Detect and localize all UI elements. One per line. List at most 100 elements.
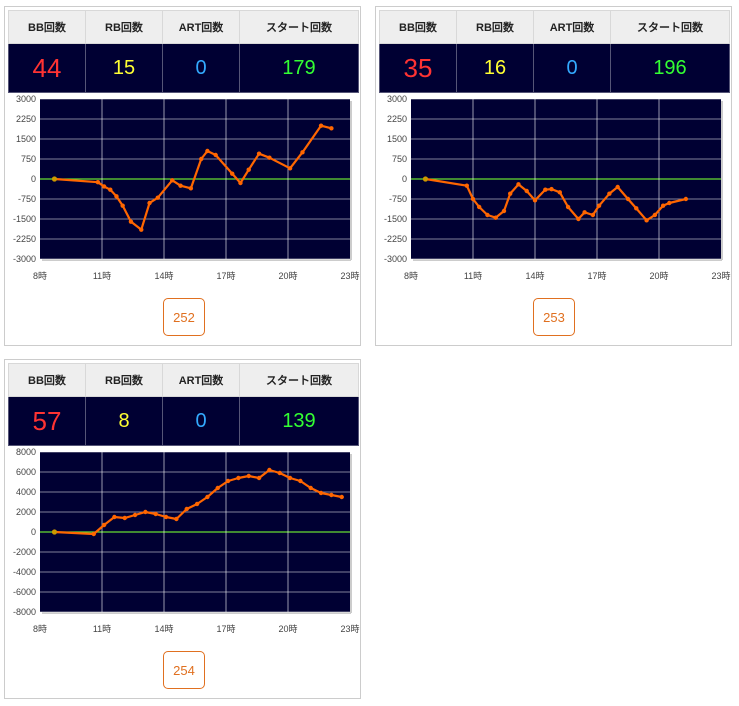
x-tick-label: 11時: [93, 624, 111, 634]
data-point: [590, 212, 596, 218]
y-tick-label: 2000: [16, 507, 36, 517]
data-point: [230, 171, 235, 176]
series-line: [425, 177, 687, 222]
data-point: [213, 152, 218, 158]
y-tick-label: -3000: [384, 254, 407, 264]
stats-table: BB回数 RB回数 ART回数 スタート回数 44 15 0 179: [8, 10, 359, 93]
y-tick-label: -3000: [13, 254, 36, 264]
data-point: [667, 200, 672, 206]
data-point: [91, 531, 96, 537]
art-header: ART回数: [162, 10, 240, 44]
rb-header: RB回数: [85, 10, 163, 44]
data-point: [132, 512, 138, 518]
x-tick-label: 14時: [525, 271, 544, 281]
data-point: [470, 196, 476, 202]
data-point: [188, 186, 194, 191]
data-point: [565, 204, 571, 210]
x-tick-label: 17時: [216, 271, 235, 281]
y-tick-label: 0: [31, 174, 36, 184]
art-header: ART回数: [162, 363, 240, 397]
data-point: [308, 485, 313, 491]
y-tick-label: -1500: [13, 214, 36, 224]
machine-panel: BB回数 RB回数 ART回数 スタート回数 57 8 0 139 8000 60…: [4, 359, 361, 699]
data-point: [205, 148, 210, 154]
data-point: [139, 227, 144, 232]
start-count: 139: [239, 396, 359, 446]
data-point: [155, 195, 160, 200]
y-tick-label: 1500: [16, 134, 36, 144]
data-point: [652, 212, 658, 218]
machine-number-button[interactable]: 253: [533, 298, 575, 336]
x-tick-label: 23時: [340, 271, 359, 281]
y-tick-label: -8000: [13, 607, 36, 617]
rb-count: 8: [85, 396, 163, 446]
x-tick-label: 14時: [154, 624, 173, 634]
x-tick-label: 11時: [464, 271, 482, 281]
bb-header: BB回数: [8, 363, 86, 397]
bb-header: BB回数: [379, 10, 457, 44]
x-tick-label: 23時: [340, 624, 359, 634]
data-point: [644, 218, 649, 223]
data-point: [143, 509, 148, 515]
machine-number-button[interactable]: 252: [163, 298, 205, 336]
data-point: [238, 180, 243, 186]
y-tick-label: 2250: [16, 114, 36, 124]
slump-chart: 3000 2250 1500 750 0 -750 -1500 -2250 -3000 8時 11時…: [384, 94, 731, 281]
data-point: [277, 470, 282, 476]
machine-panel: BB回数 RB回数 ART回数 スタート回数 44 15 0 179 3000 2…: [4, 6, 361, 346]
data-point: [267, 467, 272, 473]
data-point: [108, 187, 113, 192]
bb-count: 35: [379, 43, 457, 93]
data-point: [101, 522, 107, 528]
data-point: [128, 219, 134, 224]
y-tick-label: 2250: [387, 114, 407, 124]
slump-chart: 8000 6000 4000 2000 0 -2000 -4000 -6000 -8000 8時 1…: [13, 447, 360, 634]
y-tick-label: -750: [18, 194, 36, 204]
data-point: [660, 203, 666, 208]
y-tick-label: -2250: [13, 234, 36, 244]
y-tick-label: 750: [21, 154, 36, 164]
art-count: 0: [162, 396, 240, 446]
data-point: [153, 511, 158, 517]
x-tick-label: 23時: [711, 271, 730, 281]
stats-table: BB回数 RB回数 ART回数 スタート回数 57 8 0 139: [8, 363, 359, 446]
art-header: ART回数: [533, 10, 611, 44]
x-tick-label: 17時: [587, 271, 606, 281]
y-tick-label: 0: [402, 174, 407, 184]
data-point: [477, 204, 482, 210]
data-point: [199, 156, 204, 162]
data-point: [256, 475, 262, 481]
stats-table: BB回数 RB回数 ART回数 スタート回数 35 16 0 196: [379, 10, 730, 93]
y-tick-label: -2250: [384, 234, 407, 244]
data-point: [215, 485, 220, 491]
start-count: 179: [239, 43, 359, 93]
data-point: [532, 198, 538, 203]
data-point: [422, 176, 429, 182]
data-point: [246, 167, 251, 172]
bb-count: 44: [8, 43, 86, 93]
data-point: [205, 494, 210, 500]
data-point: [298, 478, 303, 484]
slump-chart: 3000 2250 1500 750 0 -750 -1500 -2250 -3000 8時 11時…: [13, 94, 360, 281]
data-point: [318, 123, 324, 128]
start-header: スタート回数: [610, 10, 730, 44]
data-point: [120, 203, 125, 208]
data-point: [501, 208, 507, 214]
y-tick-label: -2000: [13, 547, 36, 557]
machine-panel: BB回数 RB回数 ART回数 スタート回数 35 16 0 196 3000 2…: [375, 6, 732, 346]
data-point: [194, 501, 200, 507]
data-point: [101, 184, 107, 189]
data-point: [625, 196, 631, 202]
start-header: スタート回数: [239, 363, 359, 397]
data-point: [318, 490, 324, 496]
y-tick-label: 8000: [16, 447, 36, 457]
data-point: [95, 180, 101, 185]
x-tick-label: 8時: [404, 271, 418, 281]
data-point: [615, 184, 620, 190]
y-tick-label: 3000: [16, 94, 36, 104]
data-point: [485, 212, 490, 218]
y-tick-label: 1500: [387, 134, 407, 144]
data-point: [683, 196, 689, 202]
machine-number-button[interactable]: 254: [163, 651, 205, 689]
x-tick-label: 8時: [33, 624, 47, 634]
